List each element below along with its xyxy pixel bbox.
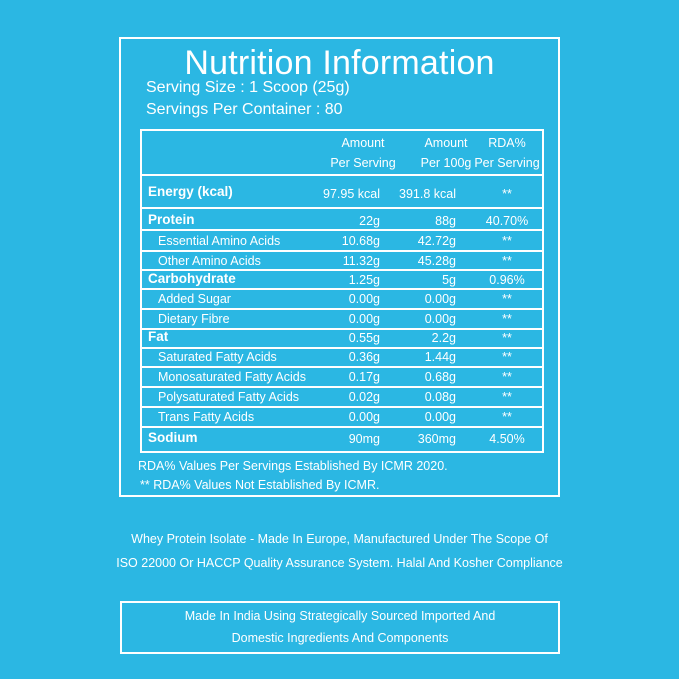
servings-per-container: Servings Per Container : 80	[146, 101, 343, 118]
rda-not-established-note: ** RDA% Values Not Established By ICMR.	[140, 478, 380, 492]
row-per-serving: 90mg	[348, 432, 380, 446]
made-in-line-1: Made In India Using Strategically Source…	[184, 609, 496, 623]
row-per-serving: 0.02g	[348, 390, 380, 404]
row-per-100g: 1.44g	[424, 350, 456, 364]
row-per-serving: 0.36g	[348, 350, 380, 364]
panel-title: Nutrition Information	[184, 44, 495, 82]
row-per-serving: 0.00g	[348, 312, 380, 326]
nutrition-panel: Nutrition Information Serving Size : 1 S…	[119, 37, 560, 497]
row-per-serving: 0.00g	[348, 410, 380, 424]
nutrition-table: Amount Per Serving Amount Per 100g RDA% …	[140, 129, 544, 453]
row-label: Added Sugar	[158, 292, 231, 306]
row-label: Trans Fatty Acids	[158, 410, 255, 424]
row-label: Energy (kcal)	[148, 184, 233, 199]
row-per-100g: 2.2g	[431, 331, 456, 345]
row-divider	[142, 229, 542, 231]
row-divider	[142, 366, 542, 368]
row-per-100g: 391.8 kcal	[399, 187, 456, 201]
row-label: Other Amino Acids	[158, 254, 261, 268]
row-per-serving: 0.17g	[348, 370, 380, 384]
row-divider	[142, 426, 542, 428]
row-per-100g: 0.00g	[424, 292, 456, 306]
row-per-serving: 1.25g	[348, 273, 380, 287]
row-label: Saturated Fatty Acids	[158, 350, 277, 364]
row-label: Polysaturated Fatty Acids	[158, 390, 300, 404]
row-per-100g: 88g	[435, 214, 456, 228]
row-label: Fat	[148, 329, 169, 344]
row-divider	[142, 269, 542, 271]
header-divider	[142, 174, 542, 176]
footer-line-2: ISO 22000 Or HACCP Quality Assurance Sys…	[116, 556, 563, 570]
row-label: Monosaturated Fatty Acids	[158, 370, 306, 384]
header-amount-per-serving-2: Per Serving	[330, 156, 396, 170]
row-rda: **	[502, 331, 512, 345]
row-rda: **	[502, 254, 512, 268]
row-rda: **	[502, 292, 512, 306]
row-rda: **	[502, 234, 512, 248]
row-per-100g: 0.00g	[424, 410, 456, 424]
row-label: Dietary Fibre	[158, 312, 230, 326]
row-rda: **	[502, 312, 512, 326]
rda-note: RDA% Values Per Servings Established By …	[138, 459, 448, 473]
row-per-100g: 360mg	[417, 432, 456, 446]
row-per-serving: 0.00g	[348, 292, 380, 306]
row-rda: **	[502, 410, 512, 424]
row-per-100g: 0.00g	[424, 312, 456, 326]
made-in-box: Made In India Using Strategically Source…	[120, 601, 560, 654]
serving-size: Serving Size : 1 Scoop (25g)	[146, 79, 350, 96]
row-divider	[142, 328, 542, 330]
row-divider	[142, 406, 542, 408]
row-rda: **	[502, 370, 512, 384]
header-amount-per-100g-1: Amount	[424, 136, 468, 150]
row-divider	[142, 386, 542, 388]
row-divider	[142, 207, 542, 209]
row-label: Essential Amino Acids	[158, 234, 281, 248]
row-rda: **	[502, 390, 512, 404]
row-per-100g: 42.72g	[417, 234, 456, 248]
header-amount-per-serving-1: Amount	[341, 136, 385, 150]
row-divider	[142, 347, 542, 349]
row-rda: 40.70%	[485, 214, 529, 228]
row-label: Protein	[148, 212, 195, 227]
row-rda: 4.50%	[489, 432, 525, 446]
row-per-serving: 0.55g	[348, 331, 380, 345]
row-per-serving: 11.32g	[342, 254, 380, 268]
row-per-100g: 45.28g	[417, 254, 456, 268]
row-divider	[142, 308, 542, 310]
header-amount-per-100g-2: Per 100g	[420, 156, 472, 170]
footer-line-1: Whey Protein Isolate - Made In Europe, M…	[131, 532, 548, 546]
row-per-100g: 0.08g	[424, 390, 456, 404]
row-rda: **	[502, 350, 512, 364]
row-per-100g: 5g	[442, 273, 456, 287]
header-rda-1: RDA%	[488, 136, 526, 150]
row-rda: **	[502, 187, 512, 201]
row-rda: 0.96%	[489, 273, 525, 287]
row-per-serving: 97.95 kcal	[323, 187, 380, 201]
row-label: Carbohydrate	[148, 271, 236, 286]
row-per-100g: 0.68g	[424, 370, 456, 384]
row-label: Sodium	[148, 430, 198, 445]
row-divider	[142, 288, 542, 290]
row-divider	[142, 250, 542, 252]
row-per-serving: 10.68g	[341, 234, 380, 248]
header-rda-2: Per Serving	[474, 156, 540, 170]
row-per-serving: 22g	[359, 214, 380, 228]
made-in-line-2: Domestic Ingredients And Components	[231, 631, 449, 645]
